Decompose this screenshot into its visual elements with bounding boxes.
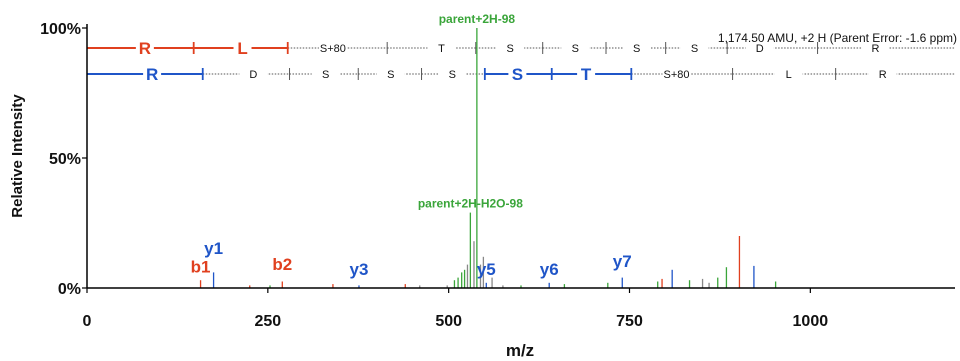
sequence-residue-bg [508,67,527,81]
sequence-residue: R [139,39,151,58]
sequence-residue: S [691,43,698,55]
sequence-residue-bg [680,41,709,55]
sequence-residue: L [237,39,247,58]
sequence-residue-bg [861,41,890,55]
sequence-residue-bg [239,67,268,81]
sequence-residue: T [438,43,445,55]
sequence-residue-bg [311,67,340,81]
sequence-residue-bg [233,41,252,55]
sequence-residue-bg [745,41,774,55]
sequence-residue-bg [577,67,596,81]
parent-mass-info: 1,174.50 AMU, +2 H (Parent Error: -1.6 p… [718,31,957,45]
sequence-residue-bg [427,41,456,55]
ion-label: b1 [191,257,211,276]
y-tick-label: 50% [49,151,81,168]
x-tick-label: 750 [616,313,643,330]
sequence-residue-bg [438,67,467,81]
sequence-residue: S [572,43,579,55]
sequence-residue: D [756,43,764,55]
y-tick-label: 0% [58,281,81,298]
x-tick-label: 1000 [793,313,829,330]
sequence-residue-bg [774,67,803,81]
sequence-residue-bg [868,67,897,81]
sequence-residue: S+80 [664,69,690,81]
ion-label: y6 [540,260,559,279]
sequence-residue: S [322,69,329,81]
ion-label: y3 [350,260,369,279]
sequence-residue-bg [622,41,651,55]
y-axis-label: Relative Intensity [9,94,26,218]
peak-annotation: parent+2H-98 [439,12,516,26]
sequence-residue: R [146,65,158,84]
ion-label: y5 [477,260,496,279]
x-tick-label: 250 [254,313,281,330]
sequence-residue: R [871,43,879,55]
sequence-residue: S [512,65,523,84]
x-axis-label: m/z [506,341,534,360]
sequence-residue: S [387,69,394,81]
ion-label: b2 [272,255,292,274]
sequence-residue: D [249,69,257,81]
sequence-residue: T [581,65,592,84]
sequence-residue: S+80 [320,43,346,55]
x-tick-label: 500 [435,313,462,330]
sequence-residue-bg [318,41,347,55]
sequence-residue: R [879,69,887,81]
peak-annotation: parent+2H-H2O-98 [418,197,523,211]
ion-label: y7 [613,252,632,271]
sequence-residue-bg [376,67,405,81]
sequence-residue-bg [561,41,590,55]
sequence-residue: L [786,69,792,81]
sequence-residue: S [449,69,456,81]
sequence-residue: S [506,43,513,55]
x-tick-label: 0 [83,313,92,330]
sequence-residue-bg [135,41,154,55]
y-tick-label: 100% [40,21,81,38]
sequence-residue: S [633,43,640,55]
sequence-residue-bg [662,67,691,81]
ion-label: y1 [204,239,223,258]
sequence-residue-bg [143,67,162,81]
sequence-residue-bg [496,41,525,55]
